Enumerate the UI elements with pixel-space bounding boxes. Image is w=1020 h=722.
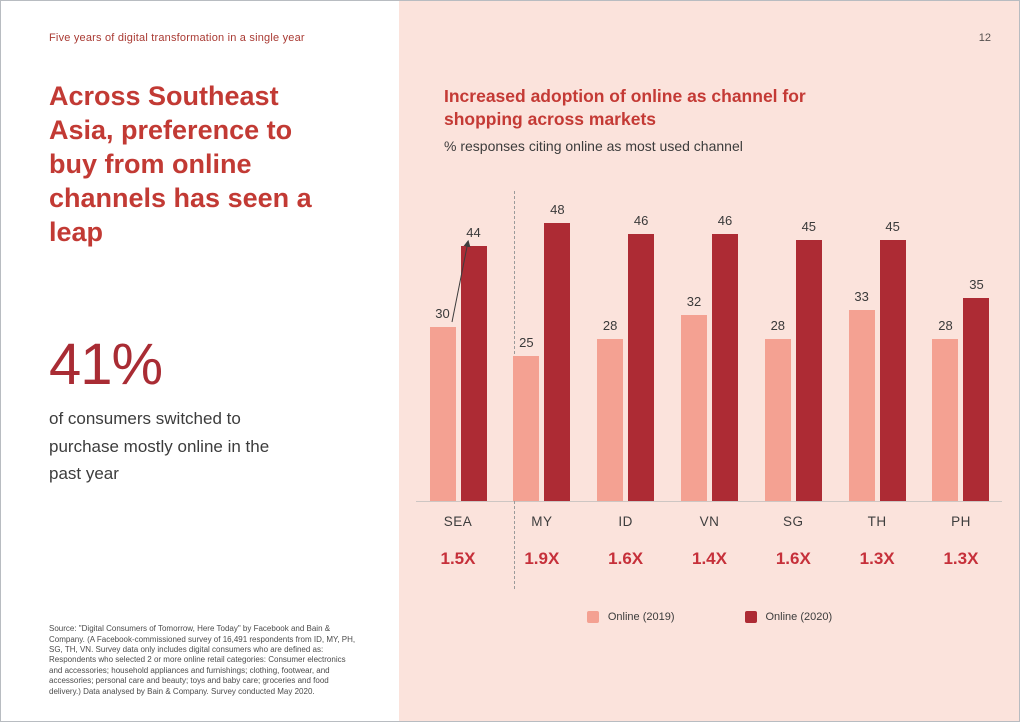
multiplier-label: 1.3X — [859, 549, 895, 568]
bar-value-label: 35 — [969, 277, 984, 292]
bar-group-vn: 32 46 VN 1.4X — [677, 183, 741, 569]
chart-panel: 12 Increased adoption of online as chann… — [399, 1, 1019, 721]
multiplier-label: 1.6X — [608, 549, 644, 568]
bar-value-label: 25 — [519, 335, 534, 350]
bar-group-id: 28 46 ID 1.6X — [594, 183, 658, 569]
bar-value-label: 32 — [686, 294, 702, 309]
legend-label: Online (2019) — [607, 611, 675, 623]
bar-2020 — [544, 223, 571, 501]
bar-value-label: 28 — [770, 318, 786, 333]
category-label: SEA — [443, 514, 473, 529]
category-label: ID — [618, 514, 633, 529]
bar-2019 — [848, 310, 875, 501]
bar-group-my: 25 48 MY 1.9X — [510, 183, 574, 569]
multiplier-label: 1.6X — [775, 549, 811, 568]
legend-swatch-icon — [744, 611, 757, 623]
bar-group-sg: 28 45 SG 1.6X — [761, 183, 825, 569]
bar-group-ph: 28 35 PH 1.3X — [929, 183, 993, 569]
multiplier-label: 1.3X — [943, 549, 979, 568]
bar-value-label: 45 — [885, 219, 900, 234]
bar-value-label: 46 — [633, 213, 649, 228]
legend-item: Online (2020) — [744, 611, 833, 623]
bar-2019 — [597, 339, 624, 501]
source-note: Source: "Digital Consumers of Tomorrow, … — [49, 624, 356, 696]
bar-value-label: 30 — [435, 306, 450, 321]
eyebrow-text: Five years of digital transformation in … — [49, 32, 305, 44]
category-label: MY — [531, 514, 553, 529]
bar-2019 — [680, 315, 707, 501]
stat-value: 41% — [49, 332, 163, 397]
bar-chart: 30 44 SEA 1.5X 25 48 MY 1.9X 28 46 ID 1.6X 32 46 VN 1.4… — [416, 183, 1002, 589]
multiplier-label: 1.5X — [440, 549, 476, 568]
bar-value-label: 28 — [602, 318, 618, 333]
multiplier-label: 1.4X — [691, 549, 727, 568]
category-label: VN — [699, 514, 720, 529]
category-label: TH — [867, 514, 887, 529]
legend-swatch-icon — [586, 611, 599, 623]
multiplier-label: 1.9X — [524, 549, 560, 568]
chart-title: Increased adoption of online as channel … — [444, 86, 806, 129]
legend-item: Online (2019) — [586, 611, 675, 623]
chart-legend: Online (2019) Online (2020) — [426, 611, 993, 623]
x-axis-line — [416, 501, 1002, 502]
page-number: 12 — [978, 32, 991, 44]
bar-2020 — [460, 246, 487, 501]
category-label: SG — [783, 514, 804, 529]
bar-2019 — [764, 339, 791, 501]
bar-groups: 30 44 SEA 1.5X 25 48 MY 1.9X 28 46 ID 1.6X 32 46 VN 1.4… — [426, 183, 993, 569]
bar-2019 — [513, 356, 540, 501]
category-label: PH — [951, 514, 971, 529]
bar-2020 — [795, 240, 822, 501]
bar-group-th: 33 45 TH 1.3X — [845, 183, 909, 569]
stat-caption: of consumers switched to purchase mostly… — [49, 409, 270, 484]
left-panel: Five years of digital transformation in … — [1, 1, 399, 721]
headline: Across Southeast Asia, preference to buy… — [49, 81, 312, 248]
chart-subtitle: % responses citing online as most used c… — [444, 138, 743, 154]
bar-2020 — [963, 298, 990, 501]
bar-value-label: 48 — [550, 202, 565, 217]
bar-2019 — [932, 339, 959, 501]
legend-label: Online (2020) — [765, 611, 833, 623]
bar-value-label: 46 — [717, 213, 733, 228]
bar-value-label: 33 — [854, 289, 869, 304]
bar-2020 — [879, 240, 906, 501]
bar-value-label: 28 — [938, 318, 953, 333]
bar-2019 — [429, 327, 456, 501]
bar-value-label: 44 — [466, 225, 481, 240]
bar-2020 — [628, 234, 655, 501]
bar-value-label: 45 — [801, 219, 817, 234]
bar-group-sea: 30 44 SEA 1.5X — [426, 183, 490, 569]
bar-2020 — [711, 234, 738, 501]
